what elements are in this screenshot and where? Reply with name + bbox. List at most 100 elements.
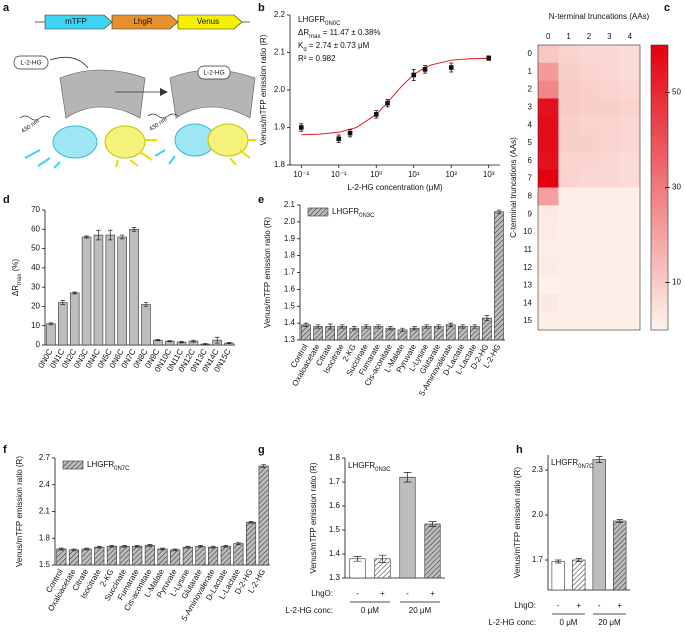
- heat-cell: [599, 151, 620, 170]
- heat-cell: [558, 240, 580, 260]
- y-tick-label: 1.6: [329, 501, 341, 510]
- annotation: R² = 0.982: [298, 54, 336, 63]
- y-tick-label: 1.7: [284, 268, 296, 277]
- error-bar: [119, 234, 125, 240]
- bar-hatch: [361, 326, 371, 340]
- bar-hatch: [482, 318, 492, 340]
- heat-cell: [599, 45, 620, 64]
- y-tick-label: 1.4: [284, 318, 296, 327]
- bar-hatch: [494, 211, 504, 340]
- error-bar: [84, 235, 89, 239]
- column-label: 4: [628, 32, 633, 41]
- y-tick-label: 1.9: [274, 123, 286, 132]
- heat-cell: [538, 80, 559, 99]
- y-tick-label: 1.5: [284, 301, 296, 310]
- error-bar: [388, 326, 393, 331]
- panel-title-text: LHGFR: [348, 461, 375, 470]
- error-bar: [131, 227, 137, 232]
- heat-cell: [619, 169, 641, 188]
- heat-cell: [578, 134, 600, 153]
- bar-hatch: [132, 546, 142, 565]
- error-bar: [339, 324, 345, 329]
- error-bar: [403, 472, 412, 483]
- bar-hatch: [572, 560, 586, 590]
- point: [385, 100, 390, 106]
- annotation-sub: 0N0C: [325, 21, 341, 27]
- heat-cell: [538, 205, 559, 224]
- y-tick-label: 2.1: [39, 507, 51, 516]
- heat-cell: [578, 276, 600, 295]
- bar-hatch: [208, 547, 218, 565]
- bar: [141, 304, 151, 346]
- point: [373, 112, 379, 117]
- y-tick-label: 60: [31, 224, 40, 233]
- error-bar: [58, 547, 64, 551]
- row-label: 7: [528, 174, 533, 183]
- legend-label-sub: 0N3C: [359, 213, 375, 219]
- y-tick-label: 1.5: [39, 560, 51, 569]
- x-tick-label: 10¹: [408, 170, 420, 179]
- annotation-text: LHGFR: [298, 15, 325, 24]
- row-label: 8: [528, 192, 533, 201]
- heat-cell: [578, 240, 600, 260]
- error-bar: [448, 322, 453, 327]
- heat-cell: [538, 45, 559, 64]
- y-tick-label: 2.1: [274, 48, 286, 57]
- colorbar-tick-label: 30: [672, 183, 681, 192]
- y-axis-label: Venus/mTFP emission ratio (R): [259, 34, 268, 145]
- conc-title: L-2-HG conc:: [285, 606, 333, 615]
- heat-cell: [599, 205, 620, 224]
- y-tick-label: 2.0: [284, 217, 296, 226]
- bar-hatch: [337, 326, 347, 340]
- row-label: 0: [528, 49, 533, 58]
- error-bar: [172, 548, 178, 552]
- error-bar: [236, 542, 241, 545]
- y-tick-label: 2.1: [284, 200, 296, 209]
- annotation: LHGFR0N0C: [298, 15, 341, 26]
- error-bar: [496, 209, 502, 214]
- heat-cell: [558, 223, 580, 242]
- panel-title-sub: 0N7C: [578, 464, 594, 470]
- heat-cell: [599, 223, 620, 242]
- error-bar: [96, 545, 102, 549]
- bar-hatch: [446, 324, 456, 340]
- error-bar: [96, 229, 101, 241]
- y-axis-label: C-terminal truncations (AAs): [509, 137, 518, 238]
- error-bar: [460, 324, 466, 329]
- y-tick-label: 1.6: [284, 284, 296, 293]
- heatmap-title: N-terminal truncations (AAs): [549, 12, 650, 21]
- column-label: 0: [546, 32, 551, 41]
- y-axis-label-text: ΔR: [11, 285, 20, 296]
- annotation-text: R² = 0.982: [298, 54, 336, 63]
- bar-hatch: [325, 326, 335, 340]
- bar: [592, 459, 606, 591]
- heat-cell: [538, 223, 559, 242]
- bar-hatch: [220, 546, 231, 565]
- y-tick-label: 1.5: [329, 525, 341, 534]
- annotation: Kd = 2.74 ± 0.73 μM: [298, 41, 370, 52]
- point: [486, 55, 492, 61]
- y-axis-label: ΔRmax (%): [11, 259, 22, 296]
- panel-label: a: [3, 2, 10, 14]
- heat-cell: [538, 134, 559, 153]
- heat-cell: [558, 45, 580, 64]
- heat-cell: [619, 45, 641, 64]
- row-label: 2: [528, 85, 533, 94]
- error-bar: [223, 545, 229, 548]
- heat-cell: [558, 258, 580, 277]
- legend-label-sub: 0N7C: [114, 466, 130, 472]
- point: [411, 72, 417, 78]
- point: [347, 130, 353, 136]
- heat-cell: [558, 116, 580, 135]
- error-bar: [412, 326, 417, 331]
- panel-label: b: [258, 2, 265, 14]
- error-bar: [84, 547, 89, 551]
- error-bar: [134, 545, 140, 548]
- heat-cell: [578, 62, 600, 81]
- column-label: 1: [566, 32, 571, 41]
- panel-label: f: [3, 444, 7, 456]
- heatmap-frame: [537, 44, 641, 331]
- ligand-label: L-2-HG: [20, 60, 41, 67]
- heat-cell: [619, 276, 641, 295]
